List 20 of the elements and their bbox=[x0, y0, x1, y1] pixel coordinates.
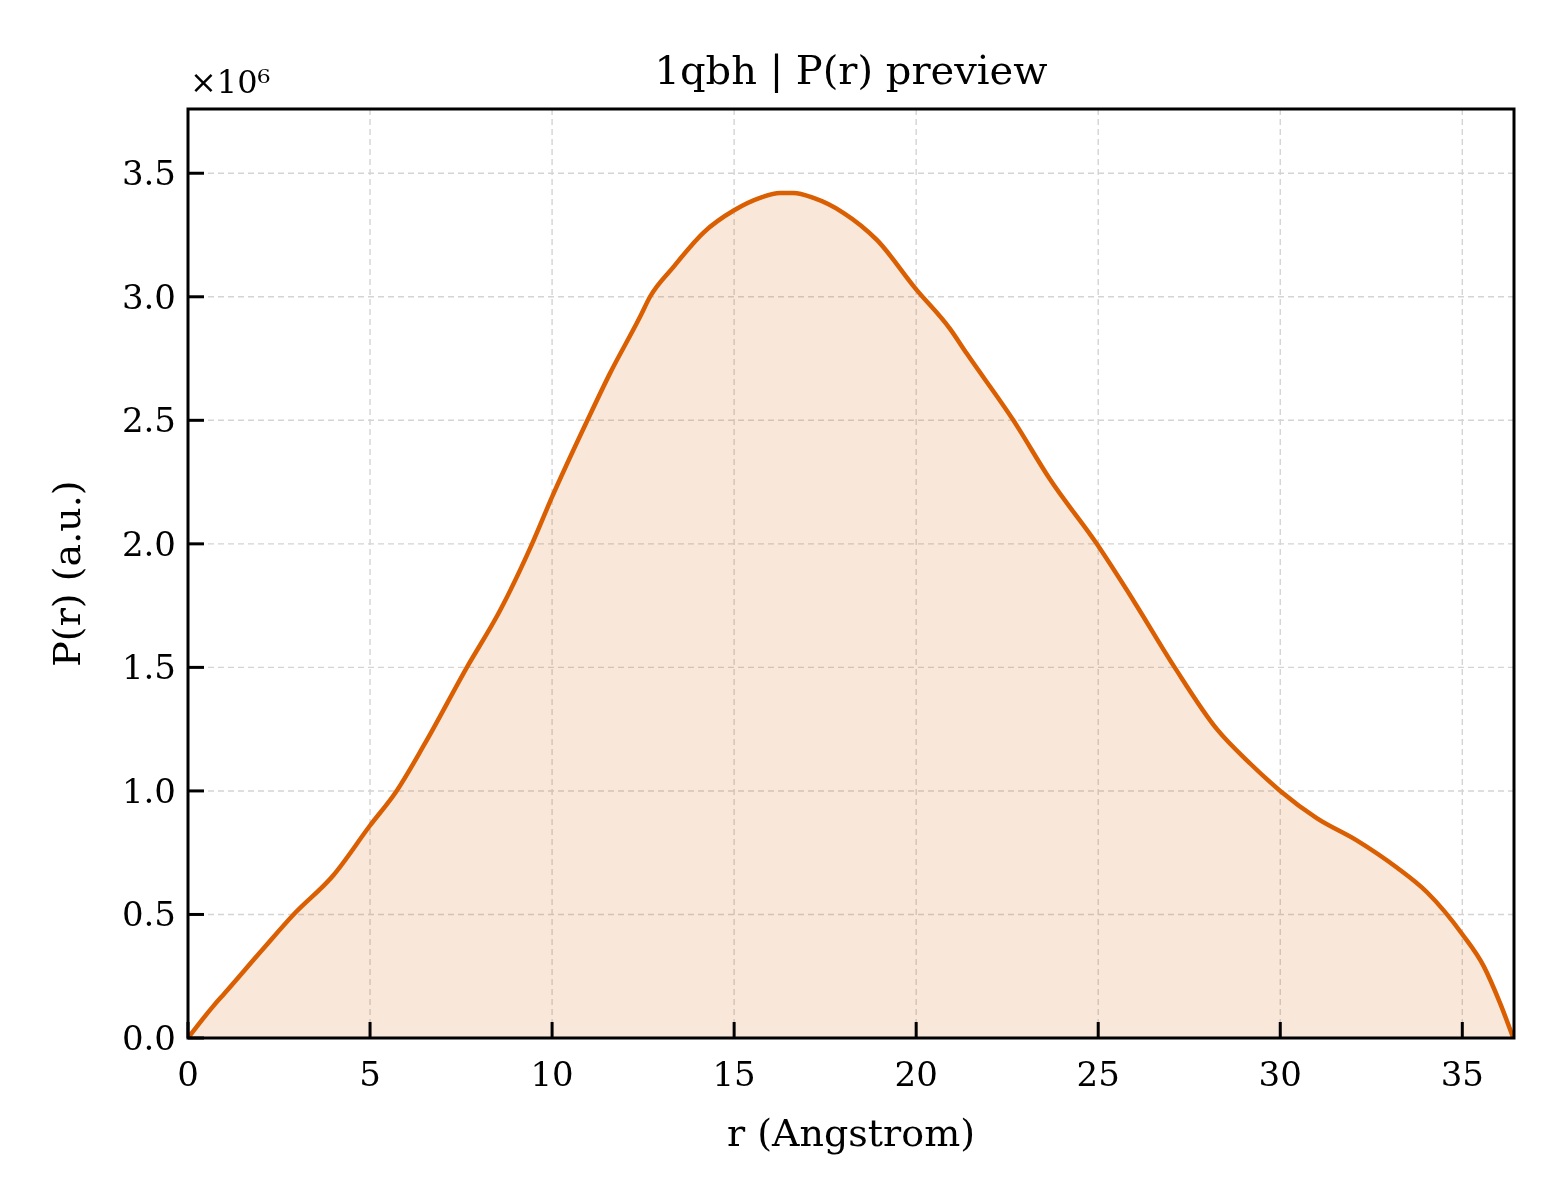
y-tick-label: 2.5 bbox=[121, 400, 176, 441]
y-tick-label: 1.5 bbox=[121, 647, 176, 688]
x-tick-label: 10 bbox=[530, 1054, 574, 1094]
chart-title: 1qbh | P(r) preview bbox=[654, 47, 1048, 93]
y-tick-label: 3.5 bbox=[121, 153, 176, 194]
y-tick-label: 3.0 bbox=[121, 276, 176, 317]
y-tick-label: 0.0 bbox=[121, 1017, 176, 1058]
x-tick-label: 30 bbox=[1258, 1054, 1302, 1094]
x-tick-label: 0 bbox=[177, 1054, 199, 1094]
x-tick-label: 20 bbox=[894, 1054, 938, 1094]
y-tick-label: 1.0 bbox=[121, 770, 176, 811]
y-tick-label: 0.5 bbox=[121, 894, 176, 935]
text: ×10⁶ bbox=[190, 63, 271, 101]
x-tick-label: 25 bbox=[1076, 1054, 1120, 1094]
x-tick-label: 5 bbox=[359, 1054, 381, 1094]
y-tick-label: 2.0 bbox=[121, 523, 176, 564]
x-tick-label: 35 bbox=[1440, 1054, 1484, 1094]
y-axis-title: P(r) (a.u.) bbox=[45, 480, 89, 667]
x-tick-label: 15 bbox=[712, 1054, 756, 1094]
x-axis-title: r (Angstrom) bbox=[727, 1111, 975, 1155]
